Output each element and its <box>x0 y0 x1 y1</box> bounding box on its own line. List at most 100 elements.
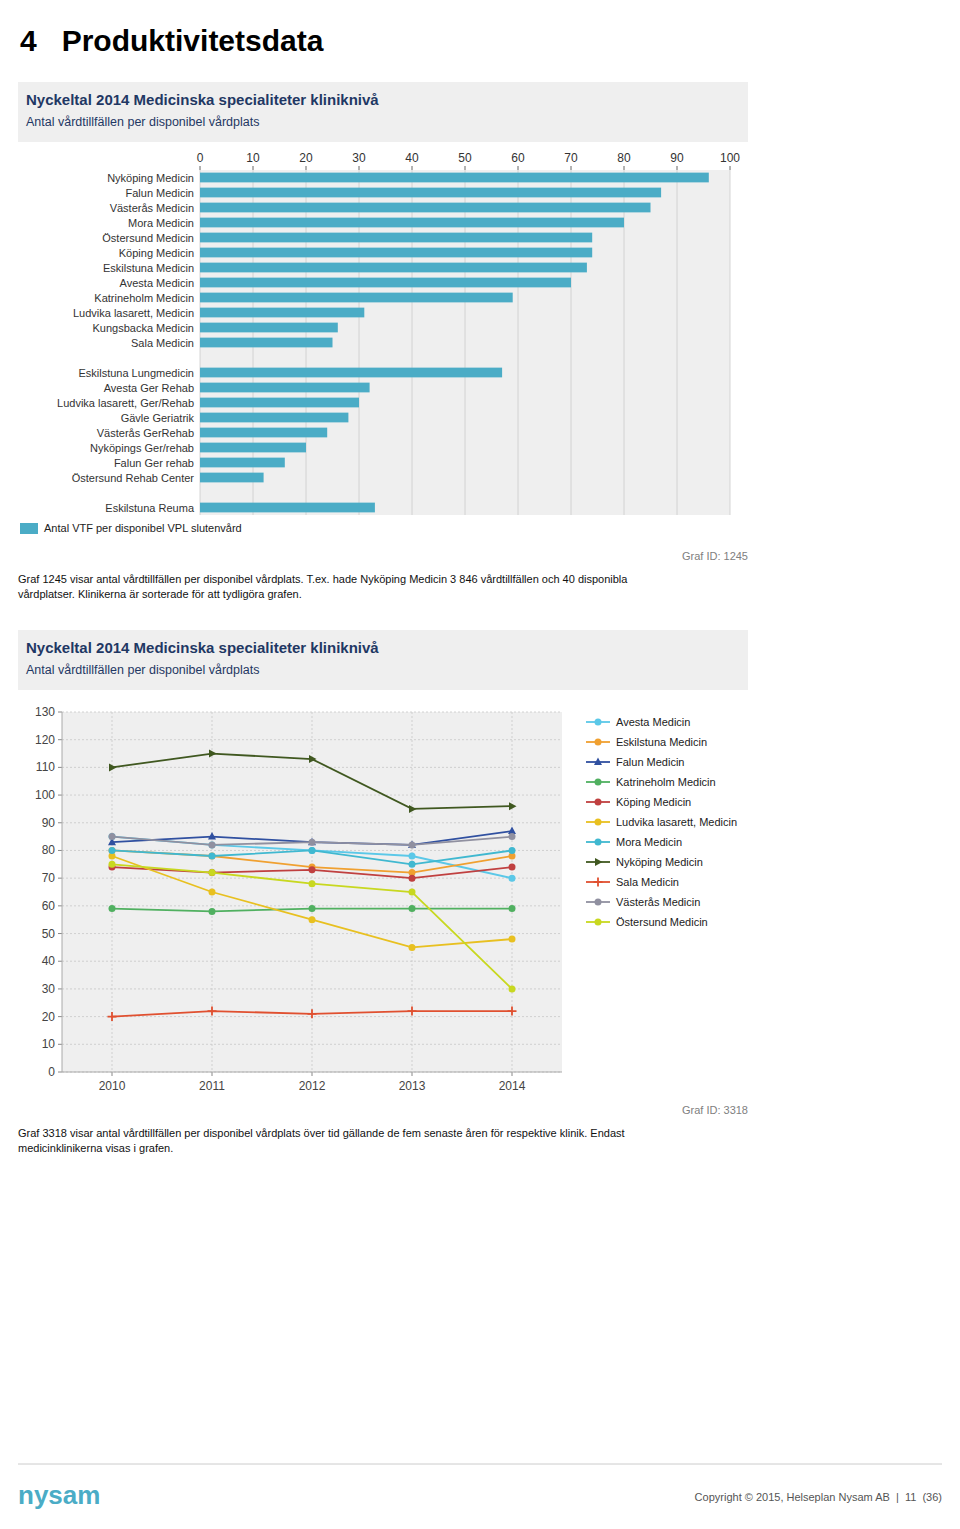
category-label: Köping Medicin <box>119 247 194 259</box>
tick-mark <box>412 166 413 170</box>
tick-label: 10 <box>42 1037 56 1051</box>
marker <box>209 853 216 860</box>
bar-chart: 0102030405060708090100Nyköping MedicinFa… <box>20 151 740 534</box>
tick-mark <box>58 933 62 934</box>
grid-line <box>62 767 562 768</box>
graph-text: Graf 3318 visar antal vårdtillfällen per… <box>18 1126 625 1156</box>
tick-label: 40 <box>405 151 419 165</box>
bar <box>200 218 624 228</box>
footer-logo: nysam <box>18 1480 100 1511</box>
tick-label: 10 <box>246 151 260 165</box>
tick-label: 2011 <box>199 1079 225 1093</box>
category-label: Katrineholm Medicin <box>94 292 194 304</box>
tick-mark <box>465 166 466 170</box>
tick-label: 2012 <box>299 1079 326 1093</box>
tick-mark <box>58 1016 62 1017</box>
tick-label: 50 <box>458 151 472 165</box>
tick-label: 50 <box>42 927 56 941</box>
chart-canvas: 0102030405060708090100Nyköping MedicinFa… <box>0 0 960 1529</box>
line-chart: 0102030405060708090100110120130201020112… <box>35 705 737 1093</box>
tick-mark <box>112 1072 113 1076</box>
marker <box>595 919 602 926</box>
marker <box>595 799 602 806</box>
bar <box>200 233 592 243</box>
marker <box>109 833 116 840</box>
bar <box>200 428 327 438</box>
marker <box>509 833 516 840</box>
tick-label: 0 <box>197 151 204 165</box>
series-line <box>112 837 512 879</box>
category-label: Östersund Medicin <box>102 232 194 244</box>
series-line <box>112 837 512 845</box>
page: 4 Produktivitetsdata01020304050607080901… <box>0 0 960 1529</box>
tick-mark <box>212 1072 213 1076</box>
marker <box>109 847 116 854</box>
tick-label: 40 <box>42 954 56 968</box>
grid-line <box>62 795 562 796</box>
tick-mark <box>58 712 62 713</box>
tick-label: 70 <box>564 151 578 165</box>
marker <box>209 841 216 848</box>
marker <box>308 838 316 846</box>
marker <box>309 866 316 873</box>
category-label: Sala Medicin <box>131 337 194 349</box>
marker <box>595 819 602 826</box>
tick-mark <box>624 166 625 170</box>
tick-mark <box>512 1072 513 1076</box>
marker <box>409 805 417 813</box>
marker <box>508 827 516 835</box>
tick-mark <box>253 166 254 170</box>
category-label: Falun Medicin <box>126 187 194 199</box>
tick-mark <box>58 905 62 906</box>
bar <box>200 308 364 318</box>
tick-mark <box>359 166 360 170</box>
marker <box>595 739 602 746</box>
marker <box>208 1007 217 1016</box>
marker <box>409 861 416 868</box>
category-label: Nyköping Medicin <box>107 172 194 184</box>
marker <box>408 840 416 848</box>
tick-label: 100 <box>35 788 55 802</box>
marker <box>509 875 516 882</box>
tick-label: 60 <box>42 899 56 913</box>
marker <box>209 869 216 876</box>
marker <box>409 875 416 882</box>
marker <box>508 1007 517 1016</box>
chart-header: Nyckeltal 2014 Medicinska specialiteter … <box>18 630 748 690</box>
tick-mark <box>58 850 62 851</box>
graph-id: Graf ID: 1245 <box>682 550 748 562</box>
marker <box>309 839 316 846</box>
tick-mark <box>677 166 678 170</box>
bar <box>200 368 502 378</box>
grid-line <box>512 712 513 1072</box>
tick-mark <box>730 166 731 170</box>
category-label: Västerås GerRehab <box>97 427 194 439</box>
series-line <box>112 831 512 845</box>
marker <box>109 905 116 912</box>
marker <box>595 779 602 786</box>
marker <box>595 719 602 726</box>
bar <box>200 503 375 513</box>
marker <box>209 750 217 758</box>
marker <box>595 839 602 846</box>
category-label: Eskilstuna Medicin <box>103 262 194 274</box>
legend-label: Ludvika lasarett, Medicin <box>616 816 737 828</box>
chart-subtitle: Antal vårdtillfällen per disponibel vård… <box>26 663 259 677</box>
tick-label: 110 <box>36 760 55 774</box>
marker <box>309 880 316 887</box>
tick-label: 80 <box>42 843 56 857</box>
bar <box>200 278 571 288</box>
marker <box>208 832 216 840</box>
marker <box>409 889 416 896</box>
marker <box>409 841 416 848</box>
marker <box>509 936 516 943</box>
marker <box>109 847 116 854</box>
marker <box>408 1007 417 1016</box>
tick-label: 2010 <box>99 1079 126 1093</box>
marker <box>409 905 416 912</box>
legend-label: Nyköping Medicin <box>616 856 703 868</box>
marker <box>309 916 316 923</box>
bar <box>200 248 592 258</box>
legend-label: Sala Medicin <box>616 876 679 888</box>
legend-label: Eskilstuna Medicin <box>616 736 707 748</box>
